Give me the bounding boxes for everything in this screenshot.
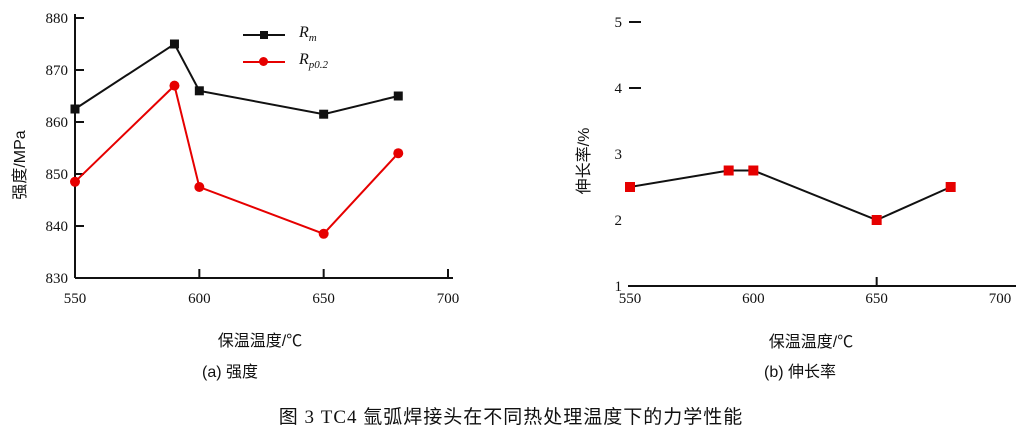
figure-caption: 图 3 TC4 氩弧焊接头在不同热处理温度下的力学性能 xyxy=(278,407,744,428)
rp02-series-swatch xyxy=(243,54,285,70)
legend: Rm Rp0.2 xyxy=(243,21,328,75)
y-tick-label: 2 xyxy=(615,213,623,229)
legend-label-rm: Rm xyxy=(299,24,317,44)
data-point-marker xyxy=(169,39,179,49)
y-tick-label: 880 xyxy=(46,11,69,27)
x-tick-label: 650 xyxy=(865,291,888,307)
panel-a-subcaption: (a) 强度 xyxy=(201,364,258,381)
panel-b-y-axis-label: 伸长率/% xyxy=(576,127,593,195)
x-tick-label: 700 xyxy=(437,291,460,307)
panel-a: 830 840 850 860 870 880 550 600 650 700 xyxy=(46,11,460,307)
y-tick-label: 5 xyxy=(615,15,623,31)
rm-series-swatch xyxy=(243,27,285,43)
legend-rp02-symbol: R xyxy=(299,51,309,69)
data-point-marker xyxy=(625,182,635,192)
data-point-marker xyxy=(70,104,80,114)
y-tick-label: 4 xyxy=(615,81,623,97)
legend-rm-subscript: m xyxy=(308,32,317,45)
data-point-marker xyxy=(194,86,204,96)
data-point-marker xyxy=(70,176,80,187)
x-tick-label: 700 xyxy=(989,291,1012,307)
figure-canvas: 830 840 850 860 870 880 550 600 650 700 1 2 3 4 5 550 60… xyxy=(46,11,1016,307)
data-point-marker xyxy=(194,182,205,192)
legend-item-rm: Rm xyxy=(243,21,328,48)
x-tick-label: 650 xyxy=(312,291,335,307)
x-tick-label: 600 xyxy=(188,291,211,307)
x-tick-label: 550 xyxy=(64,291,87,307)
data-point-marker xyxy=(169,80,180,91)
panel-a-x-axis-label: 保温温度/℃ xyxy=(217,333,303,350)
series-line-Rm xyxy=(74,42,399,116)
y-tick-label: 860 xyxy=(46,115,69,131)
legend-label-rp02: Rp0.2 xyxy=(299,51,328,71)
y-tick-label: 840 xyxy=(46,219,69,235)
panel-b: 1 2 3 4 5 550 600 650 700 xyxy=(615,15,1016,307)
panel-a-y-axis-label: 强度/MPa xyxy=(12,130,29,200)
data-point-marker xyxy=(319,109,329,119)
legend-item-rp02: Rp0.2 xyxy=(243,48,328,75)
data-point-marker xyxy=(723,165,734,176)
y-tick-label: 3 xyxy=(615,147,623,163)
y-tick-label: 870 xyxy=(46,63,69,79)
legend-rp02-subscript: p0.2 xyxy=(308,59,329,72)
series-line-伸长率 xyxy=(629,169,952,222)
x-tick-label: 550 xyxy=(619,291,642,307)
panel-b-x-axis-label: 保温温度/℃ xyxy=(768,334,854,351)
rm-square-marker-icon xyxy=(260,30,268,39)
data-point-marker xyxy=(748,165,759,176)
rp02-circle-marker-icon xyxy=(259,56,268,66)
y-tick-label: 850 xyxy=(46,167,69,183)
x-tick-label: 600 xyxy=(742,291,765,307)
legend-rm-symbol: R xyxy=(299,24,309,42)
panel-b-subcaption: (b) 伸长率 xyxy=(763,364,836,381)
y-tick-label: 1 xyxy=(615,279,623,295)
data-point-marker xyxy=(393,91,403,101)
data-point-marker xyxy=(945,182,956,192)
data-point-marker xyxy=(318,228,329,239)
data-point-marker xyxy=(871,215,882,225)
y-tick-label: 830 xyxy=(46,271,69,287)
data-point-marker xyxy=(393,148,404,159)
